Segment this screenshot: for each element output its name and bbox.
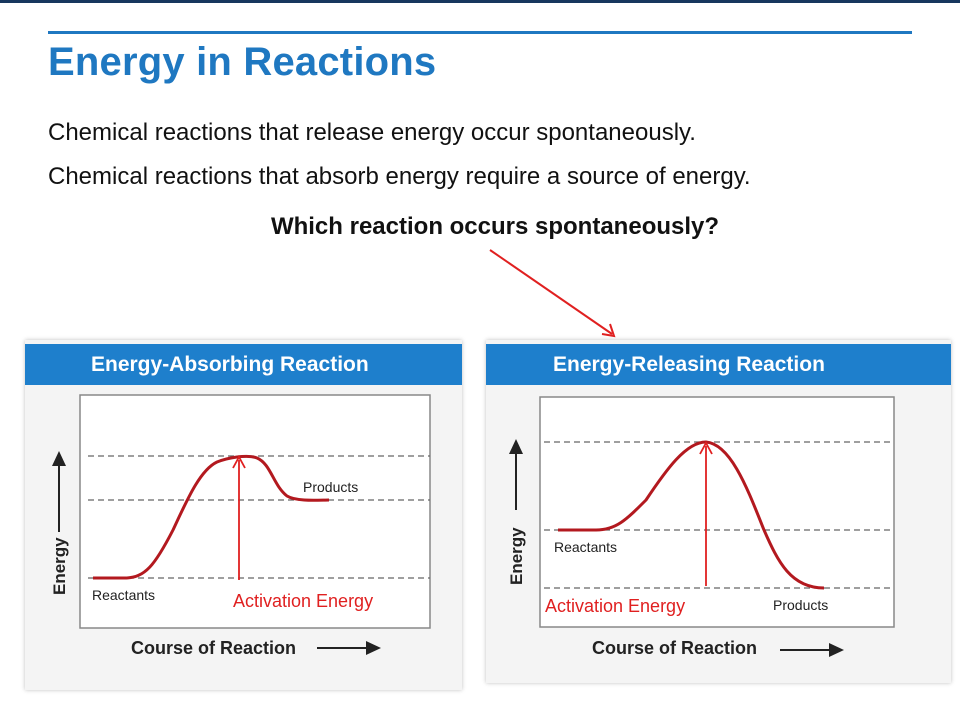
absorbing-activation-energy-label: Activation Energy: [233, 591, 373, 611]
question-text: Which reaction occurs spontaneously?: [270, 213, 720, 240]
releasing-y-axis-label: Energy: [507, 527, 526, 585]
absorbing-energy-diagram: Products Reactants Activation Energy Ene…: [50, 394, 431, 658]
top-border: [0, 0, 960, 3]
absorbing-reaction-panel: Energy-Absorbing Reaction Products React…: [25, 340, 462, 690]
absorbing-energy-curve: [93, 454, 330, 580]
absorbing-plot-frame: [79, 394, 431, 629]
releasing-reaction-panel: Energy-Releasing Reaction Reactants Prod…: [486, 340, 951, 683]
absorbing-y-axis-label: Energy: [50, 537, 69, 595]
page-title: Energy in Reactions: [48, 40, 437, 84]
releasing-panel-title: Energy-Releasing Reaction: [486, 344, 951, 385]
releasing-reactants-label: Reactants: [554, 539, 617, 555]
releasing-energy-diagram: Reactants Products Activation Energy Ene…: [507, 396, 895, 658]
releasing-products-label: Products: [773, 597, 828, 613]
releasing-x-axis-label: Course of Reaction: [592, 638, 757, 658]
body-line-2: Chemical reactions that absorb energy re…: [48, 163, 751, 190]
releasing-plot-frame: [539, 396, 895, 628]
body-line-1: Chemical reactions that release energy o…: [48, 119, 696, 146]
absorbing-reactants-label: Reactants: [92, 587, 155, 603]
absorbing-x-axis-label: Course of Reaction: [131, 638, 296, 658]
pointer-arrow: [489, 249, 616, 338]
title-rule: [48, 31, 912, 34]
releasing-activation-energy-label: Activation Energy: [545, 596, 685, 616]
absorbing-products-label: Products: [303, 479, 358, 495]
absorbing-panel-title: Energy-Absorbing Reaction: [25, 344, 462, 385]
